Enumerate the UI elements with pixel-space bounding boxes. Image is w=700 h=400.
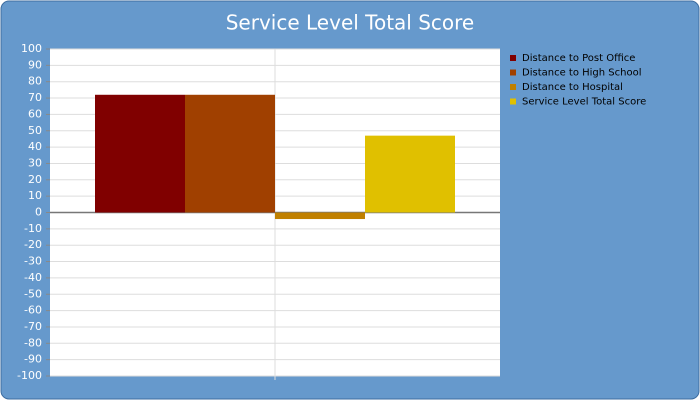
legend-label: Distance to Post Office — [522, 53, 635, 64]
legend-swatch — [510, 84, 516, 90]
bar — [185, 94, 275, 213]
y-tick-label: -10 — [24, 222, 42, 235]
y-tick-label: 50 — [28, 124, 42, 137]
y-tick-label: -60 — [24, 304, 42, 317]
y-tick-label: -30 — [24, 255, 42, 268]
y-tick-label: 60 — [28, 107, 42, 120]
bar — [365, 135, 455, 213]
y-tick-label: -100 — [17, 369, 42, 382]
y-tick-label: 90 — [28, 58, 42, 71]
y-tick-label: 0 — [35, 206, 42, 219]
y-tick-label: -80 — [24, 336, 42, 349]
y-tick-label: -90 — [24, 353, 42, 366]
y-tick-label: 70 — [28, 91, 42, 104]
legend-swatch — [510, 69, 516, 76]
y-tick-label: 100 — [21, 42, 42, 55]
legend-label: Distance to Hospital — [522, 82, 623, 93]
y-tick-label: 20 — [28, 173, 42, 186]
legend-swatch — [510, 98, 516, 105]
legend-label: Distance to High School — [522, 68, 641, 79]
bar — [95, 94, 185, 213]
y-tick-label: 40 — [28, 140, 42, 153]
legend-label: Service Level Total Score — [522, 97, 646, 108]
y-tick-label: -50 — [24, 287, 42, 300]
legend-swatch — [510, 55, 516, 61]
y-tick-label: -70 — [24, 320, 42, 333]
y-tick-label: 80 — [28, 75, 42, 88]
y-tick-label: 10 — [28, 189, 42, 202]
bar — [275, 212, 365, 220]
y-tick-label: -40 — [24, 271, 42, 284]
y-tick-label: 30 — [28, 156, 42, 169]
chart-title: Service Level Total Score — [226, 11, 475, 35]
y-tick-label: -20 — [24, 238, 42, 251]
